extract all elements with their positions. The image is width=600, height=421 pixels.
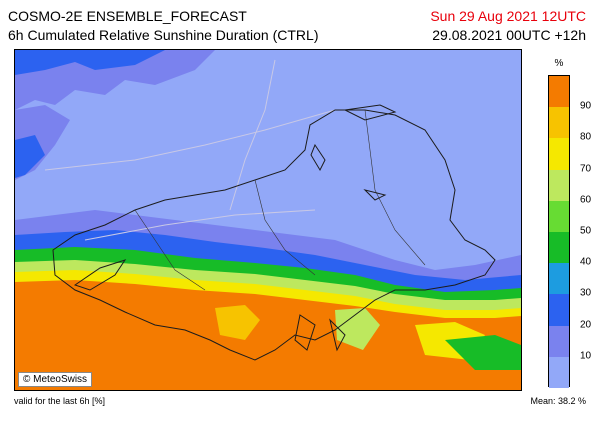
- legend-color-segment: [549, 325, 569, 357]
- legend-color-bar: [548, 75, 570, 388]
- map-lake-como: [329, 318, 346, 352]
- valid-date: Sun 29 Aug 2021 12UTC: [430, 8, 586, 24]
- forecast-map: © MeteoSwiss: [14, 49, 522, 391]
- map-lake-small: [363, 189, 387, 201]
- run-info: 29.08.2021 00UTC +12h: [432, 27, 586, 43]
- legend-tick-label: 30: [580, 287, 592, 299]
- legend-color-segment: [549, 169, 569, 201]
- validity-note: valid for the last 6h [%]: [14, 396, 106, 406]
- legend-tick-label: 90: [580, 100, 592, 112]
- map-canton-border-3: [364, 109, 426, 266]
- map-patch-2: [335, 308, 380, 350]
- mean-value: Mean: 38.2 %: [530, 396, 586, 406]
- map-w-cloud-core: [15, 135, 45, 178]
- map-lake-zurich: [310, 143, 326, 172]
- legend-color-segment: [549, 200, 569, 232]
- legend-tick-label: 50: [580, 225, 592, 237]
- legend-color-segment: [549, 107, 569, 139]
- legend-color-segment: [549, 232, 569, 264]
- legend-tick-label: 60: [580, 194, 592, 206]
- product-subtitle: 6h Cumulated Relative Sunshine Duration …: [8, 27, 319, 43]
- map-lake-constance: [343, 104, 397, 121]
- map-svg: [15, 50, 521, 390]
- legend-color-segment: [549, 138, 569, 170]
- color-legend: % 10 20 30 40 50 60 70 80 90: [548, 58, 600, 390]
- legend-tick-label: 40: [580, 256, 592, 268]
- map-relief-line-3: [229, 59, 276, 211]
- copyright-label: © MeteoSwiss: [18, 372, 93, 387]
- map-country-border: [52, 109, 496, 361]
- map-nw-cloud-band: [15, 50, 215, 110]
- legend-tick-label: 10: [580, 350, 592, 362]
- legend-color-segment: [549, 76, 569, 108]
- legend-tick-label: 20: [580, 319, 592, 331]
- legend-color-segment: [549, 263, 569, 295]
- map-lake-maggiore: [294, 314, 316, 351]
- product-title: COSMO-2E ENSEMBLE_FORECAST: [8, 8, 247, 24]
- map-canton-border-2: [254, 179, 316, 276]
- map-lake-geneva: [73, 259, 127, 291]
- map-south-sunny-area: [15, 280, 521, 390]
- map-relief-line-1: [44, 109, 336, 171]
- map-relief-line-2: [84, 209, 316, 241]
- map-patch-4: [445, 335, 521, 370]
- map-nw-cloud-core: [15, 50, 165, 75]
- legend-tick-label: 80: [580, 131, 592, 143]
- legend-color-segment: [549, 294, 569, 326]
- map-patch-1: [215, 305, 260, 340]
- map-canton-border-1: [134, 209, 206, 291]
- legend-unit: %: [554, 58, 564, 69]
- legend-tick-label: 70: [580, 163, 592, 175]
- legend-color-segment: [549, 356, 569, 388]
